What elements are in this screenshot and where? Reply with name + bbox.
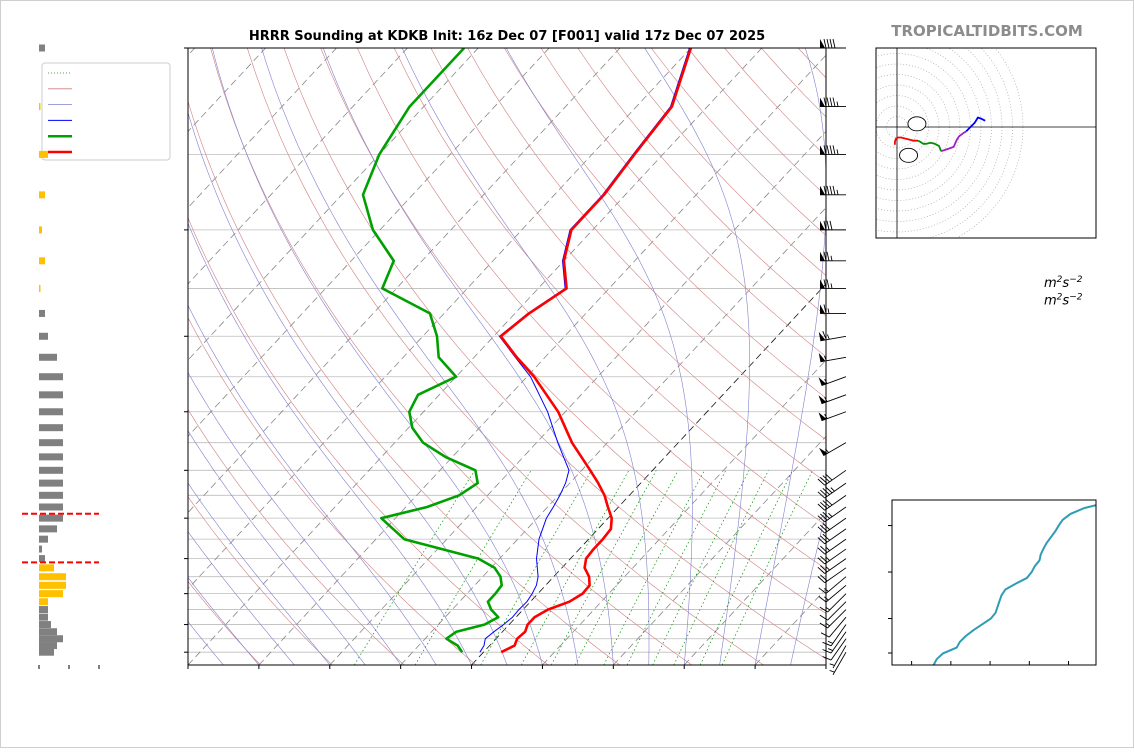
omega-bar — [39, 354, 57, 361]
omega-bar — [39, 503, 63, 510]
omega-bar — [39, 642, 57, 649]
omega-bar — [39, 628, 57, 635]
omega-bar — [39, 453, 63, 460]
omega-bar — [39, 408, 63, 415]
omega-bar — [39, 621, 51, 628]
omega-bar — [39, 564, 54, 571]
omega-bar — [39, 103, 41, 110]
omega-bar — [39, 492, 63, 499]
legend — [42, 63, 170, 160]
omega-bar — [39, 257, 45, 264]
omega-bar — [39, 373, 63, 380]
omega-bar — [39, 285, 41, 292]
brand-watermark: TROPICALTIDBITS.COM — [891, 22, 1083, 40]
storm-motion-marker — [908, 117, 926, 131]
omega-bar — [39, 582, 66, 589]
omega-bar — [39, 151, 48, 158]
omega-bar — [39, 191, 45, 198]
omega-bar — [39, 573, 66, 580]
omega-bar — [39, 467, 63, 474]
omega-bar — [39, 536, 48, 543]
omega-bar — [39, 310, 45, 317]
omega-bar — [39, 439, 63, 446]
legend-box — [42, 63, 170, 160]
omega-bar — [39, 590, 63, 597]
omega-bar — [39, 649, 54, 656]
omega-bar — [39, 515, 63, 522]
omega-bar — [39, 635, 63, 642]
chart-title: HRRR Sounding at KDKB Init: 16z Dec 07 [… — [249, 29, 765, 44]
omega-bar — [39, 391, 63, 398]
omega-bar — [39, 598, 48, 605]
omega-bar — [39, 45, 45, 52]
omega-bar — [39, 480, 63, 487]
omega-bar — [39, 333, 48, 340]
omega-bar — [39, 525, 57, 532]
omega-bar — [39, 614, 48, 621]
omega-bar — [39, 424, 63, 431]
omega-bar — [39, 606, 48, 613]
omega-bar — [39, 546, 42, 553]
omega-bar — [39, 226, 42, 233]
storm-motion-marker — [900, 148, 918, 162]
omega-bar — [39, 555, 45, 562]
